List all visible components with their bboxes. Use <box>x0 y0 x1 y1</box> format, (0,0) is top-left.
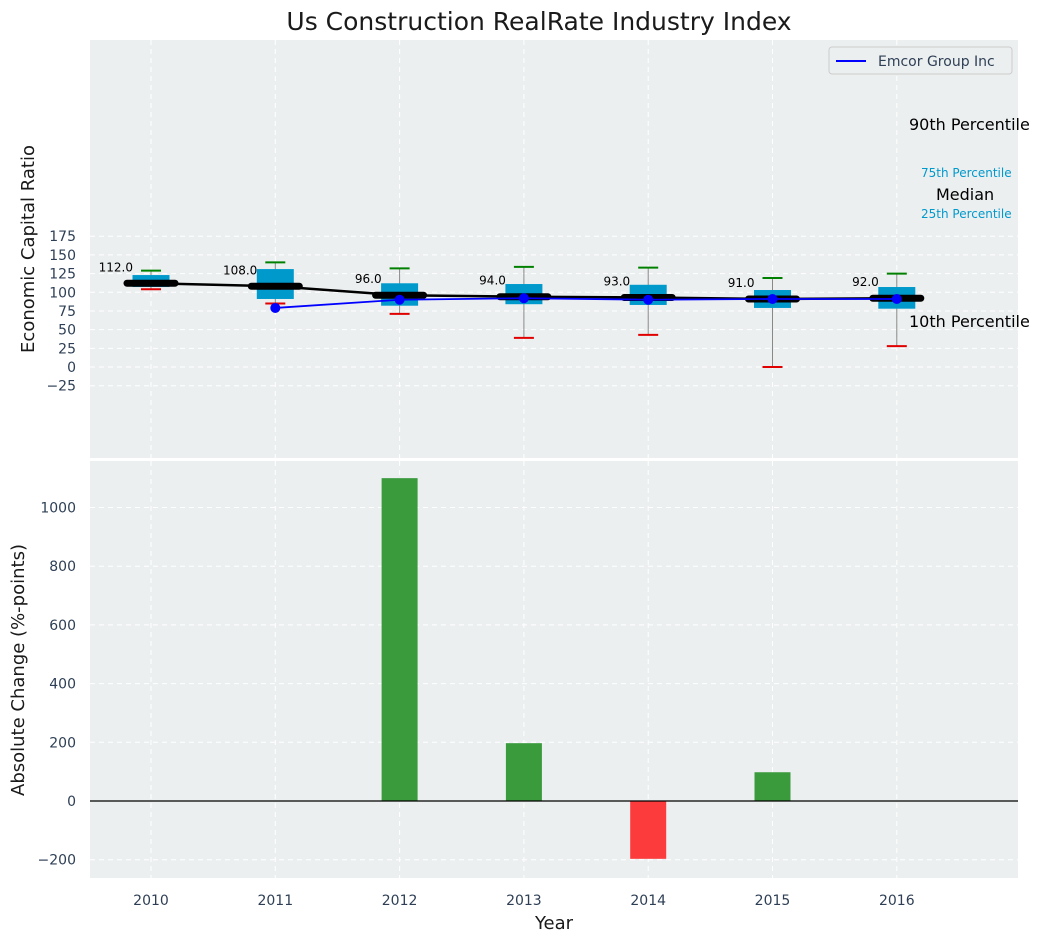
emcor-point <box>643 294 654 305</box>
top-plot-content: 112.0 108.0 96.0 94.0 93.0 91.0 92.0 <box>99 260 925 368</box>
annotation-75th-percentile: 75th Percentile <box>921 166 1012 180</box>
annotation-25th-percentile: 25th Percentile <box>921 207 1012 221</box>
bottom-y-tick-label: 0 <box>67 794 76 810</box>
x-axis-label: Year <box>534 913 574 934</box>
change-bar <box>630 801 667 859</box>
x-tick-label: 2016 <box>879 893 915 909</box>
bottom-panel-background <box>90 461 1018 878</box>
emcor-line <box>275 297 897 309</box>
top-y-tick-label: 25 <box>58 341 76 357</box>
annotation-median: Median <box>936 185 994 204</box>
median-value-label: 93.0 <box>603 274 630 288</box>
emcor-point <box>394 294 405 305</box>
legend: Emcor Group Inc <box>828 46 1013 75</box>
annotation-10th-percentile: 10th Percentile <box>909 312 1030 331</box>
emcor-point <box>270 302 281 313</box>
emcor-point <box>767 293 778 304</box>
chart-title: Us Construction RealRate Industry Index <box>286 7 791 36</box>
median-value-label: 91.0 <box>728 276 755 290</box>
emcor-point <box>518 293 529 304</box>
median-value-label: 92.0 <box>852 275 879 289</box>
bottom-y-tick-label: 1000 <box>40 501 76 517</box>
top-y-tick-label: 175 <box>49 229 76 245</box>
x-tick-label: 2010 <box>133 893 169 909</box>
change-bar <box>381 478 418 801</box>
x-tick-label: 2014 <box>630 893 666 909</box>
median-value-label: 94.0 <box>479 274 506 288</box>
bottom-y-tick-label: 800 <box>49 559 76 575</box>
top-y-tick-label: 0 <box>67 360 76 376</box>
top-panel-background <box>90 40 1018 458</box>
change-bar <box>505 743 542 801</box>
x-tick-label: 2015 <box>755 893 791 909</box>
bottom-y-tick-label: 600 <box>49 618 76 634</box>
top-y-tick-label: 150 <box>49 248 76 264</box>
bottom-plot-content <box>90 478 1018 859</box>
x-tick-label: 2012 <box>382 893 418 909</box>
annotation-90th-percentile: 90th Percentile <box>909 115 1030 134</box>
top-y-tick-label: 125 <box>49 267 76 283</box>
emcor-point <box>891 293 902 304</box>
top-y-axis-label: Economic Capital Ratio <box>18 145 39 353</box>
top-y-tick-label: 100 <box>49 285 76 301</box>
bottom-y-tick-label: 200 <box>49 735 76 751</box>
top-y-tick-label: 50 <box>58 323 76 339</box>
median-value-label: 108.0 <box>223 263 257 277</box>
median-value-label: 112.0 <box>99 260 133 274</box>
bottom-y-tick-label: 400 <box>49 677 76 693</box>
x-tick-label: 2013 <box>506 893 542 909</box>
bottom-y-tick-label: −200 <box>38 853 76 869</box>
legend-label-emcor: Emcor Group Inc <box>878 54 995 70</box>
median-value-label: 96.0 <box>355 272 382 286</box>
top-y-tick-label: 75 <box>58 304 76 320</box>
bottom-y-axis-label: Absolute Change (%-points) <box>8 544 29 796</box>
x-tick-label: 2011 <box>257 893 293 909</box>
legend-box <box>828 46 1013 75</box>
top-gridlines: −25 0 25 50 75 100 125 150 175 <box>46 40 1018 458</box>
change-bar <box>754 772 791 801</box>
top-y-tick-label: −25 <box>46 379 76 395</box>
